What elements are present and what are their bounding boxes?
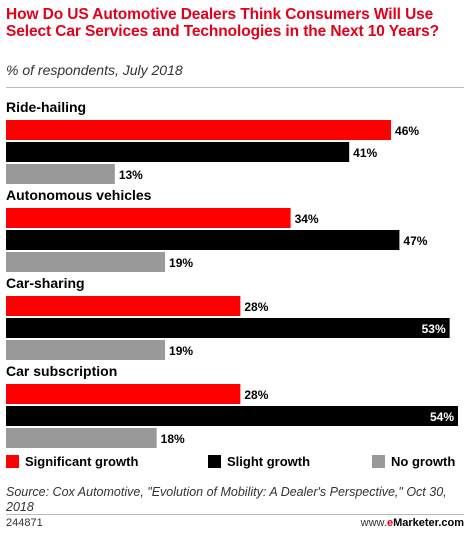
legend-swatch-slight-growth (208, 455, 221, 468)
data-label-ride-hailing-slight-growth: 41% (353, 146, 377, 160)
brand-logo: www.eMarketer.com (361, 517, 464, 529)
bar-chart: Ride-hailing 46% 41% 13% Autonomous vehicles… (6, 99, 458, 448)
data-label-car-subscription-no-growth: 18% (161, 432, 185, 446)
data-label-car-sharing-no-growth: 19% (169, 344, 193, 358)
category-label-autonomous-vehicles: Autonomous vehicles (6, 187, 152, 203)
bar-ride-hailing-no-growth (6, 164, 115, 184)
chart-title: How Do US Automotive Dealers Think Consu… (6, 6, 439, 40)
bar-car-sharing-no-growth (6, 340, 166, 360)
bar-autonomous-vehicles-slight-growth (6, 230, 400, 250)
data-label-ride-hailing-no-growth: 13% (119, 168, 143, 182)
bar-ride-hailing-significant-growth (6, 120, 392, 140)
legend-swatch-significant-growth (6, 455, 19, 468)
bar-ride-hailing-slight-growth (6, 142, 350, 162)
bar-car-sharing-slight-growth (6, 318, 450, 338)
data-label-autonomous-vehicles-no-growth: 19% (169, 256, 193, 270)
data-label-car-subscription-slight-growth: 54% (430, 410, 454, 424)
bar-car-sharing-significant-growth (6, 296, 241, 316)
brand-e: e (386, 517, 394, 529)
legend-item-no-growth: No growth (372, 454, 455, 470)
source-note: Source: Cox Automotive, "Evolution of Mo… (6, 485, 447, 514)
chart-id: 244871 (6, 517, 43, 529)
brand-rest: Marketer.com (393, 517, 464, 529)
data-label-ride-hailing-significant-growth: 46% (395, 124, 419, 138)
legend: Significant growth Slight growth No grow… (6, 454, 466, 470)
legend-label-significant-growth: Significant growth (25, 454, 139, 469)
bar-autonomous-vehicles-significant-growth (6, 208, 291, 228)
legend-label-no-growth: No growth (391, 454, 456, 469)
legend-item-slight-growth: Slight growth (208, 454, 310, 470)
data-label-autonomous-vehicles-significant-growth: 34% (295, 212, 319, 226)
legend-label-slight-growth: Slight growth (227, 454, 311, 469)
bar-car-subscription-slight-growth (6, 406, 458, 426)
legend-item-significant-growth: Significant growth (6, 454, 138, 470)
data-label-autonomous-vehicles-slight-growth: 47% (403, 234, 427, 248)
legend-swatch-no-growth (372, 455, 385, 468)
category-label-car-subscription: Car subscription (6, 363, 117, 379)
category-label-car-sharing: Car-sharing (6, 275, 85, 291)
data-label-car-sharing-slight-growth: 53% (422, 322, 446, 336)
data-label-car-sharing-significant-growth: 28% (244, 300, 268, 314)
brand-prefix: www. (360, 517, 387, 529)
bar-car-subscription-significant-growth (6, 384, 241, 404)
bar-car-subscription-no-growth (6, 428, 157, 448)
data-label-car-subscription-significant-growth: 28% (244, 388, 268, 402)
top-divider (6, 87, 464, 88)
bar-autonomous-vehicles-no-growth (6, 252, 166, 272)
chart-subtitle: % of respondents, July 2018 (6, 62, 183, 78)
category-label-ride-hailing: Ride-hailing (6, 99, 86, 115)
footer-divider (6, 514, 464, 515)
